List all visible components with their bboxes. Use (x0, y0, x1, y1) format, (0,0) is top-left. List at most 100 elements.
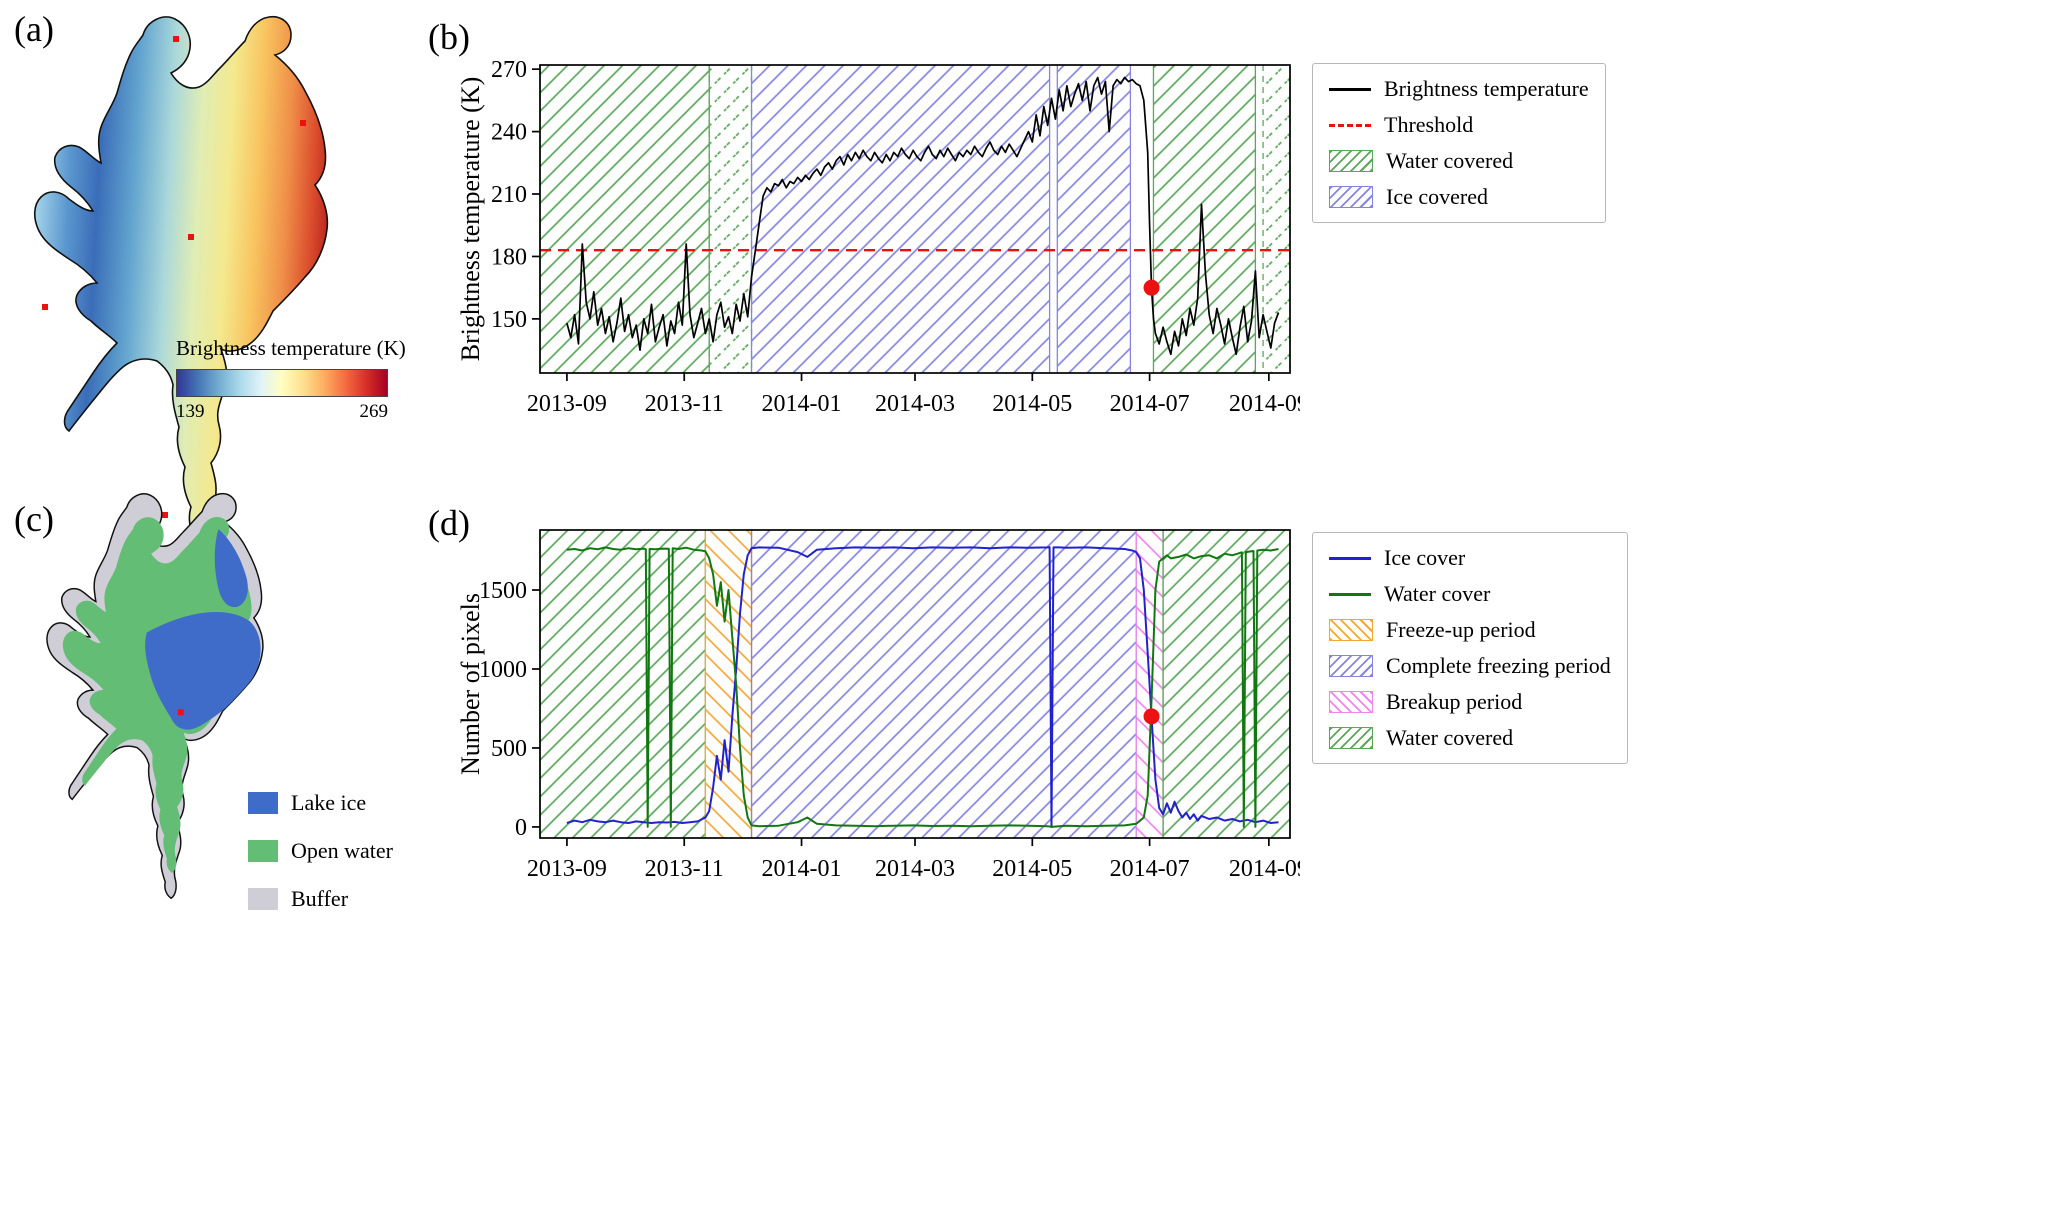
legend-item: Threshold (1329, 112, 1589, 138)
legend-item: Complete freezing period (1329, 653, 1611, 679)
region-ice (1057, 65, 1131, 373)
sample-point-marker (162, 512, 168, 518)
sample-point-marker (173, 36, 179, 42)
map-legend-item: Lake ice (248, 790, 393, 816)
legend-label: Threshold (1384, 112, 1474, 137)
line-swatch (1329, 79, 1371, 99)
region-water (540, 530, 706, 838)
hatch-swatch (1329, 186, 1373, 208)
legend-label: Water covered (1386, 148, 1514, 173)
pixel-count-chart: 0 500 1000 1500 2013-09 2013-11 2014-01 2014-03… (456, 529, 1300, 882)
hatch-swatch (1329, 619, 1373, 641)
region-ice (751, 65, 1050, 373)
legend-item: Brightness temperature (1329, 76, 1589, 102)
sample-point-marker (177, 709, 184, 716)
y-tick-label: 270 (491, 57, 527, 83)
hatch-swatch (1329, 655, 1373, 677)
colorbar-gradient (176, 369, 388, 397)
hatch-swatch (1329, 727, 1373, 749)
series-water-cover (566, 546, 1279, 828)
classification-map (46, 492, 264, 899)
y-tick-label: 240 (491, 120, 527, 146)
legend-label: Complete freezing period (1386, 653, 1611, 678)
x-tick-label: 2014-09 (1229, 391, 1300, 417)
line-sample (1329, 556, 1371, 560)
panel-a-label: (a) (14, 9, 54, 49)
legend-label: Buffer (291, 886, 349, 911)
colorbar-min-label: 139 (176, 401, 205, 422)
line-swatch (1329, 548, 1371, 568)
legend-item: Breakup period (1329, 689, 1611, 715)
colorbar: Brightness temperature (K) 139 269 (176, 336, 406, 423)
hatch-swatch (1329, 150, 1373, 172)
region-water (1263, 65, 1290, 373)
panel-c-label: (c) (14, 499, 54, 539)
brightness-temperature-chart: 150 180 210 240 270 2013-09 2013-11 2014-01 2014… (456, 57, 1300, 417)
color-swatch (248, 792, 278, 814)
legend-item: Ice covered (1329, 184, 1589, 210)
legend-item: Water covered (1329, 725, 1611, 751)
chart-d-legend: Ice cover Water cover Freeze-up period Comp… (1312, 532, 1628, 764)
map-legend-item: Buffer (248, 886, 393, 912)
color-swatch (248, 840, 278, 862)
series-brightness-temperature (566, 76, 1280, 356)
y-tick-label: 210 (491, 182, 527, 208)
y-tick-label: 180 (491, 244, 527, 270)
event-marker (1143, 708, 1160, 725)
legend-label: Lake ice (291, 790, 367, 815)
color-swatch (248, 888, 278, 910)
colorbar-max-label: 269 (359, 401, 389, 422)
region-water (1153, 65, 1256, 373)
colorbar-title: Brightness temperature (K) (176, 336, 406, 360)
legend-item: Water cover (1329, 581, 1611, 607)
legend-label: Freeze-up period (1386, 617, 1536, 642)
line-sample (1329, 592, 1371, 596)
lake-ice-region (145, 612, 261, 730)
dashed-line-swatch (1329, 115, 1371, 135)
lake-outline (33, 15, 329, 566)
legend-label: Brightness temperature (1384, 76, 1589, 101)
legend-label: Water cover (1384, 581, 1491, 606)
region-ice (751, 530, 1137, 838)
lake-ice-region-arm (214, 529, 248, 608)
line-swatch (1329, 584, 1371, 604)
legend-label: Ice cover (1384, 545, 1466, 570)
x-tick-label: 2013-11 (645, 856, 724, 882)
y-tick-label: 500 (491, 736, 527, 762)
event-marker (1143, 279, 1160, 296)
x-tick-label: 2014-07 (1110, 391, 1190, 417)
sample-point-marker (188, 234, 194, 240)
brightness-temperature-map (33, 15, 329, 566)
legend-item: Freeze-up period (1329, 617, 1611, 643)
legend-item: Water covered (1329, 148, 1589, 174)
line-sample (1329, 87, 1371, 91)
y-axis-label: Brightness temperature (K) (456, 77, 485, 361)
legend-label: Water covered (1386, 725, 1514, 750)
x-tick-label: 2014-01 (762, 856, 842, 882)
sample-point-marker (42, 304, 48, 310)
y-tick-label: 0 (515, 815, 527, 841)
x-tick-label: 2014-03 (875, 391, 955, 417)
y-tick-label: 1000 (479, 657, 527, 683)
x-tick-label: 2013-09 (527, 856, 607, 882)
x-tick-label: 2014-05 (992, 391, 1072, 417)
x-tick-label: 2013-09 (527, 391, 607, 417)
legend-label: Open water (291, 838, 394, 863)
hatch-swatch (1329, 691, 1373, 713)
map-legend-item: Open water (248, 838, 393, 864)
line-sample (1329, 123, 1371, 127)
x-tick-label: 2013-11 (645, 391, 724, 417)
panel-d-label: (d) (428, 503, 470, 543)
x-tick-label: 2014-07 (1110, 856, 1190, 882)
region-water (1163, 530, 1290, 838)
y-axis-label: Number of pixels (456, 593, 485, 775)
x-tick-label: 2014-03 (875, 856, 955, 882)
x-tick-label: 2014-09 (1229, 856, 1300, 882)
legend-label: Ice covered (1386, 184, 1488, 209)
series-ice-cover (566, 546, 1279, 828)
sample-point-marker (300, 120, 306, 126)
chart-b-legend: Brightness temperature Threshold Water cov… (1312, 63, 1606, 223)
x-tick-label: 2014-01 (762, 391, 842, 417)
colorbar-ticks: 139 269 (176, 401, 388, 423)
